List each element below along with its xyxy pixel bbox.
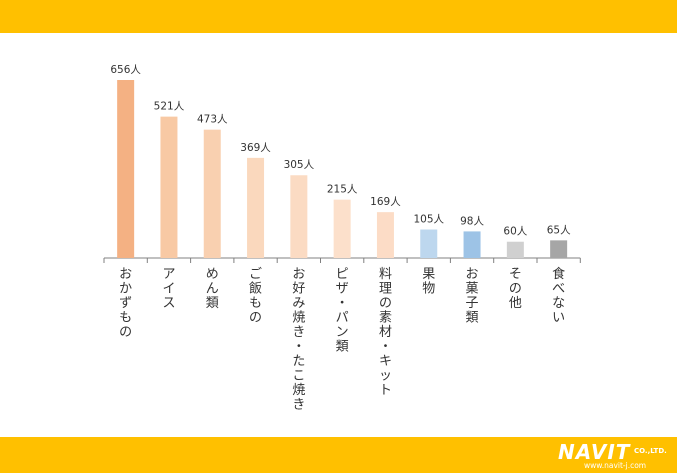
bar-4 bbox=[247, 157, 265, 258]
bars-group bbox=[117, 80, 568, 258]
category-label: アイス bbox=[162, 267, 175, 311]
category-label: お菓子類 bbox=[466, 267, 479, 326]
bar-7 bbox=[376, 212, 394, 258]
value-labels-group: 656人 521人 473人 369人 305人 215人 169人 105人 98人 60人 65… bbox=[110, 64, 571, 238]
category-label: 料理の素材・キット bbox=[379, 267, 392, 398]
bar-10 bbox=[506, 241, 524, 258]
bar-2 bbox=[160, 116, 178, 258]
bar-3 bbox=[203, 129, 221, 258]
value-label: 369人 bbox=[240, 142, 271, 154]
category-label: お好み焼き・たこ焼き bbox=[292, 267, 305, 413]
bar-5 bbox=[290, 175, 308, 258]
category-label: 食べない bbox=[552, 266, 565, 326]
bar-6 bbox=[333, 199, 351, 258]
brand-logo: NAVIT CO.,LTD. www.navit-j.com bbox=[558, 441, 674, 471]
value-label: 656人 bbox=[110, 64, 141, 76]
brand-suffix: CO.,LTD. bbox=[634, 447, 667, 455]
value-label: 169人 bbox=[370, 196, 401, 208]
value-label: 105人 bbox=[413, 214, 444, 226]
category-label: ご飯もの bbox=[249, 266, 262, 326]
bar-11 bbox=[550, 240, 568, 258]
value-label: 473人 bbox=[197, 114, 228, 126]
value-label: 98人 bbox=[460, 215, 484, 227]
ticks-group bbox=[103, 258, 581, 263]
category-label: その他 bbox=[509, 267, 522, 311]
bar-9 bbox=[463, 231, 481, 258]
bar-chart: 656人 521人 473人 369人 305人 215人 169人 105人 98人 60人 65… bbox=[103, 64, 581, 413]
value-label: 65人 bbox=[547, 224, 571, 236]
brand-url: www.navit-j.com bbox=[584, 461, 647, 470]
category-label: おかずもの bbox=[119, 267, 132, 340]
category-labels-group: おかずもの アイス めん類 ご飯もの お好み焼き・たこ焼き ピザ・パン類 料理の素材・キット… bbox=[119, 266, 565, 413]
top-banner bbox=[0, 0, 677, 33]
bar-8 bbox=[420, 229, 438, 258]
value-label: 215人 bbox=[327, 184, 358, 196]
brand-name: NAVIT bbox=[558, 440, 631, 464]
value-label: 305人 bbox=[284, 159, 315, 171]
category-label: めん類 bbox=[206, 267, 219, 311]
bar-1 bbox=[117, 80, 135, 258]
bottom-banner bbox=[0, 437, 677, 473]
category-label: ピザ・パン類 bbox=[336, 267, 349, 355]
value-label: 60人 bbox=[503, 226, 527, 238]
value-label: 521人 bbox=[154, 101, 185, 113]
category-label: 果物 bbox=[422, 267, 435, 297]
